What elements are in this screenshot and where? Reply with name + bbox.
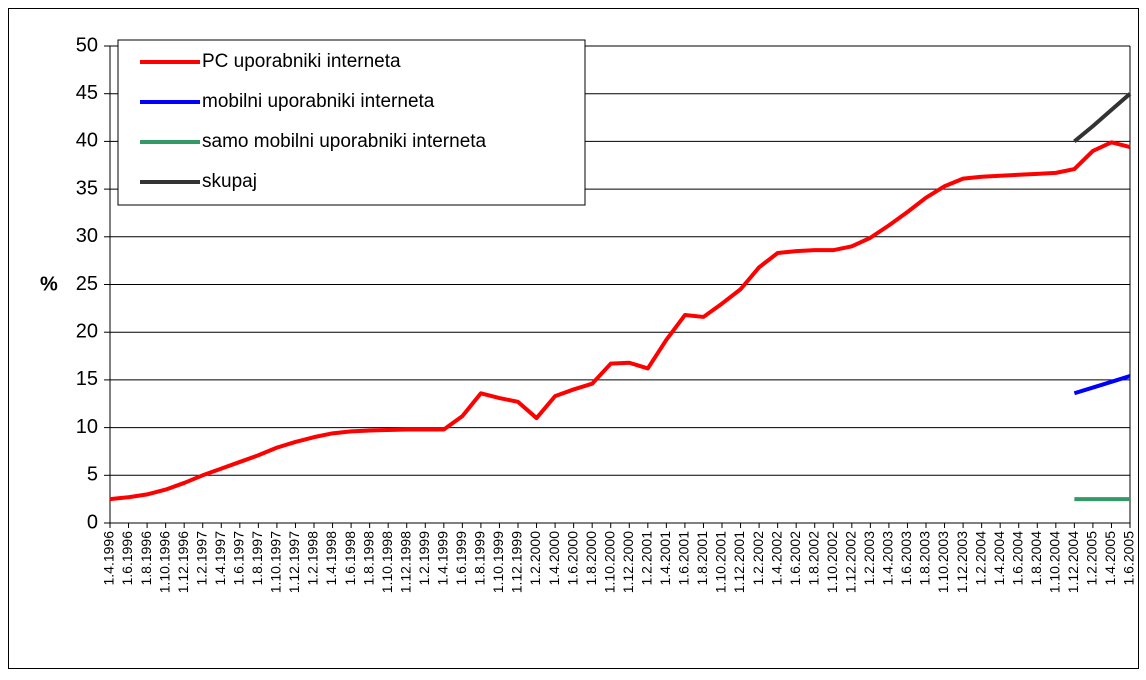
x-tick-label: 1.4.1997: [212, 531, 228, 586]
x-tick-label: 1.2.2003: [861, 531, 877, 586]
x-tick-label: 1.10.2001: [713, 531, 729, 593]
x-tick-label: 1.10.2000: [601, 531, 617, 593]
x-tick-label: 1.6.2004: [1009, 531, 1025, 586]
x-tick-label: 1.2.2000: [527, 531, 543, 586]
legend-box: [117, 39, 586, 206]
x-tick-label: 1.10.1999: [490, 531, 506, 593]
x-tick-label: 1.6.1998: [342, 531, 358, 586]
x-tick-label: 1.12.2001: [731, 531, 747, 593]
x-tick-label: 1.2.1997: [193, 531, 209, 586]
y-tick-label: 5: [87, 464, 98, 486]
x-tick-label: 1.2.2002: [750, 531, 766, 586]
legend-label: skupaj: [202, 171, 257, 192]
y-tick-label: 50: [76, 34, 98, 56]
x-tick-label: 1.6.2005: [1121, 531, 1137, 586]
x-tick-label: 1.8.2004: [1028, 531, 1044, 586]
y-tick-label: 30: [76, 225, 98, 247]
x-tick-label: 1.8.2002: [805, 531, 821, 586]
x-tick-label: 1.6.1999: [453, 531, 469, 586]
x-tick-label: 1.4.1996: [101, 531, 117, 586]
y-tick-label: 45: [76, 82, 98, 104]
series-line: [109, 140, 1131, 502]
x-tick-label: 1.4.1998: [323, 531, 339, 586]
x-tick-label: 1.10.1996: [156, 531, 172, 593]
x-tick-label: 1.2.2005: [1084, 531, 1100, 586]
legend-label: PC uporabniki interneta: [202, 51, 401, 72]
x-tick-label: 1.6.2002: [787, 531, 803, 586]
x-tick-label: 1.12.2002: [843, 531, 859, 593]
x-tick-label: 1.10.1998: [379, 531, 395, 593]
x-tick-label: 1.8.2001: [694, 531, 710, 586]
x-tick-label: 1.10.1997: [268, 531, 284, 593]
x-tick-label: 1.2.1998: [305, 531, 321, 586]
y-tick-label: 0: [87, 511, 98, 533]
y-tick-label: 25: [76, 273, 98, 295]
x-tick-label: 1.10.2002: [824, 531, 840, 593]
y-tick-label: 15: [76, 368, 98, 390]
y-axis-label: %: [40, 273, 58, 295]
x-tick-label: 1.8.1997: [249, 531, 265, 586]
legend-label: mobilni uporabniki interneta: [202, 91, 435, 112]
y-tick-label: 20: [76, 320, 98, 342]
x-tick-label: 1.8.1999: [472, 531, 488, 586]
x-tick-label: 1.12.1997: [286, 531, 302, 593]
x-tick-label: 1.6.1997: [231, 531, 247, 586]
x-tick-label: 1.6.1996: [119, 531, 135, 586]
x-tick-label: 1.8.1998: [360, 531, 376, 586]
x-tick-label: 1.4.2000: [546, 531, 562, 586]
x-tick-label: 1.4.1999: [435, 531, 451, 586]
x-tick-label: 1.10.2003: [935, 531, 951, 593]
x-tick-label: 1.12.1996: [175, 531, 191, 593]
x-tick-label: 1.8.1996: [138, 531, 154, 586]
x-tick-label: 1.8.2003: [917, 531, 933, 586]
x-tick-label: 1.6.2000: [564, 531, 580, 586]
x-tick-label: 1.2.2004: [972, 531, 988, 586]
x-tick-label: 1.10.2004: [1047, 531, 1063, 593]
y-tick-label: 40: [76, 130, 98, 152]
x-tick-label: 1.2.2001: [639, 531, 655, 586]
x-tick-label: 1.4.2001: [657, 531, 673, 586]
x-tick-label: 1.4.2002: [768, 531, 784, 586]
x-tick-label: 1.6.2003: [898, 531, 914, 586]
series-line: [1073, 374, 1131, 396]
x-tick-label: 1.12.2003: [954, 531, 970, 593]
y-tick-label: 35: [76, 177, 98, 199]
x-tick-label: 1.12.1999: [509, 531, 525, 593]
series-line: [1073, 92, 1132, 143]
x-tick-label: 1.12.2000: [620, 531, 636, 593]
x-tick-label: 1.6.2001: [676, 531, 692, 586]
x-tick-label: 1.4.2005: [1102, 531, 1118, 586]
x-tick-label: 1.8.2000: [583, 531, 599, 586]
x-tick-label: 1.4.2003: [880, 531, 896, 586]
y-tick-label: 10: [76, 416, 98, 438]
x-tick-label: 1.12.2004: [1065, 531, 1081, 593]
legend-label: samo mobilni uporabniki interneta: [202, 131, 487, 152]
x-tick-label: 1.4.2004: [991, 531, 1007, 586]
x-tick-label: 1.2.1999: [416, 531, 432, 586]
x-tick-label: 1.12.1998: [397, 531, 413, 593]
